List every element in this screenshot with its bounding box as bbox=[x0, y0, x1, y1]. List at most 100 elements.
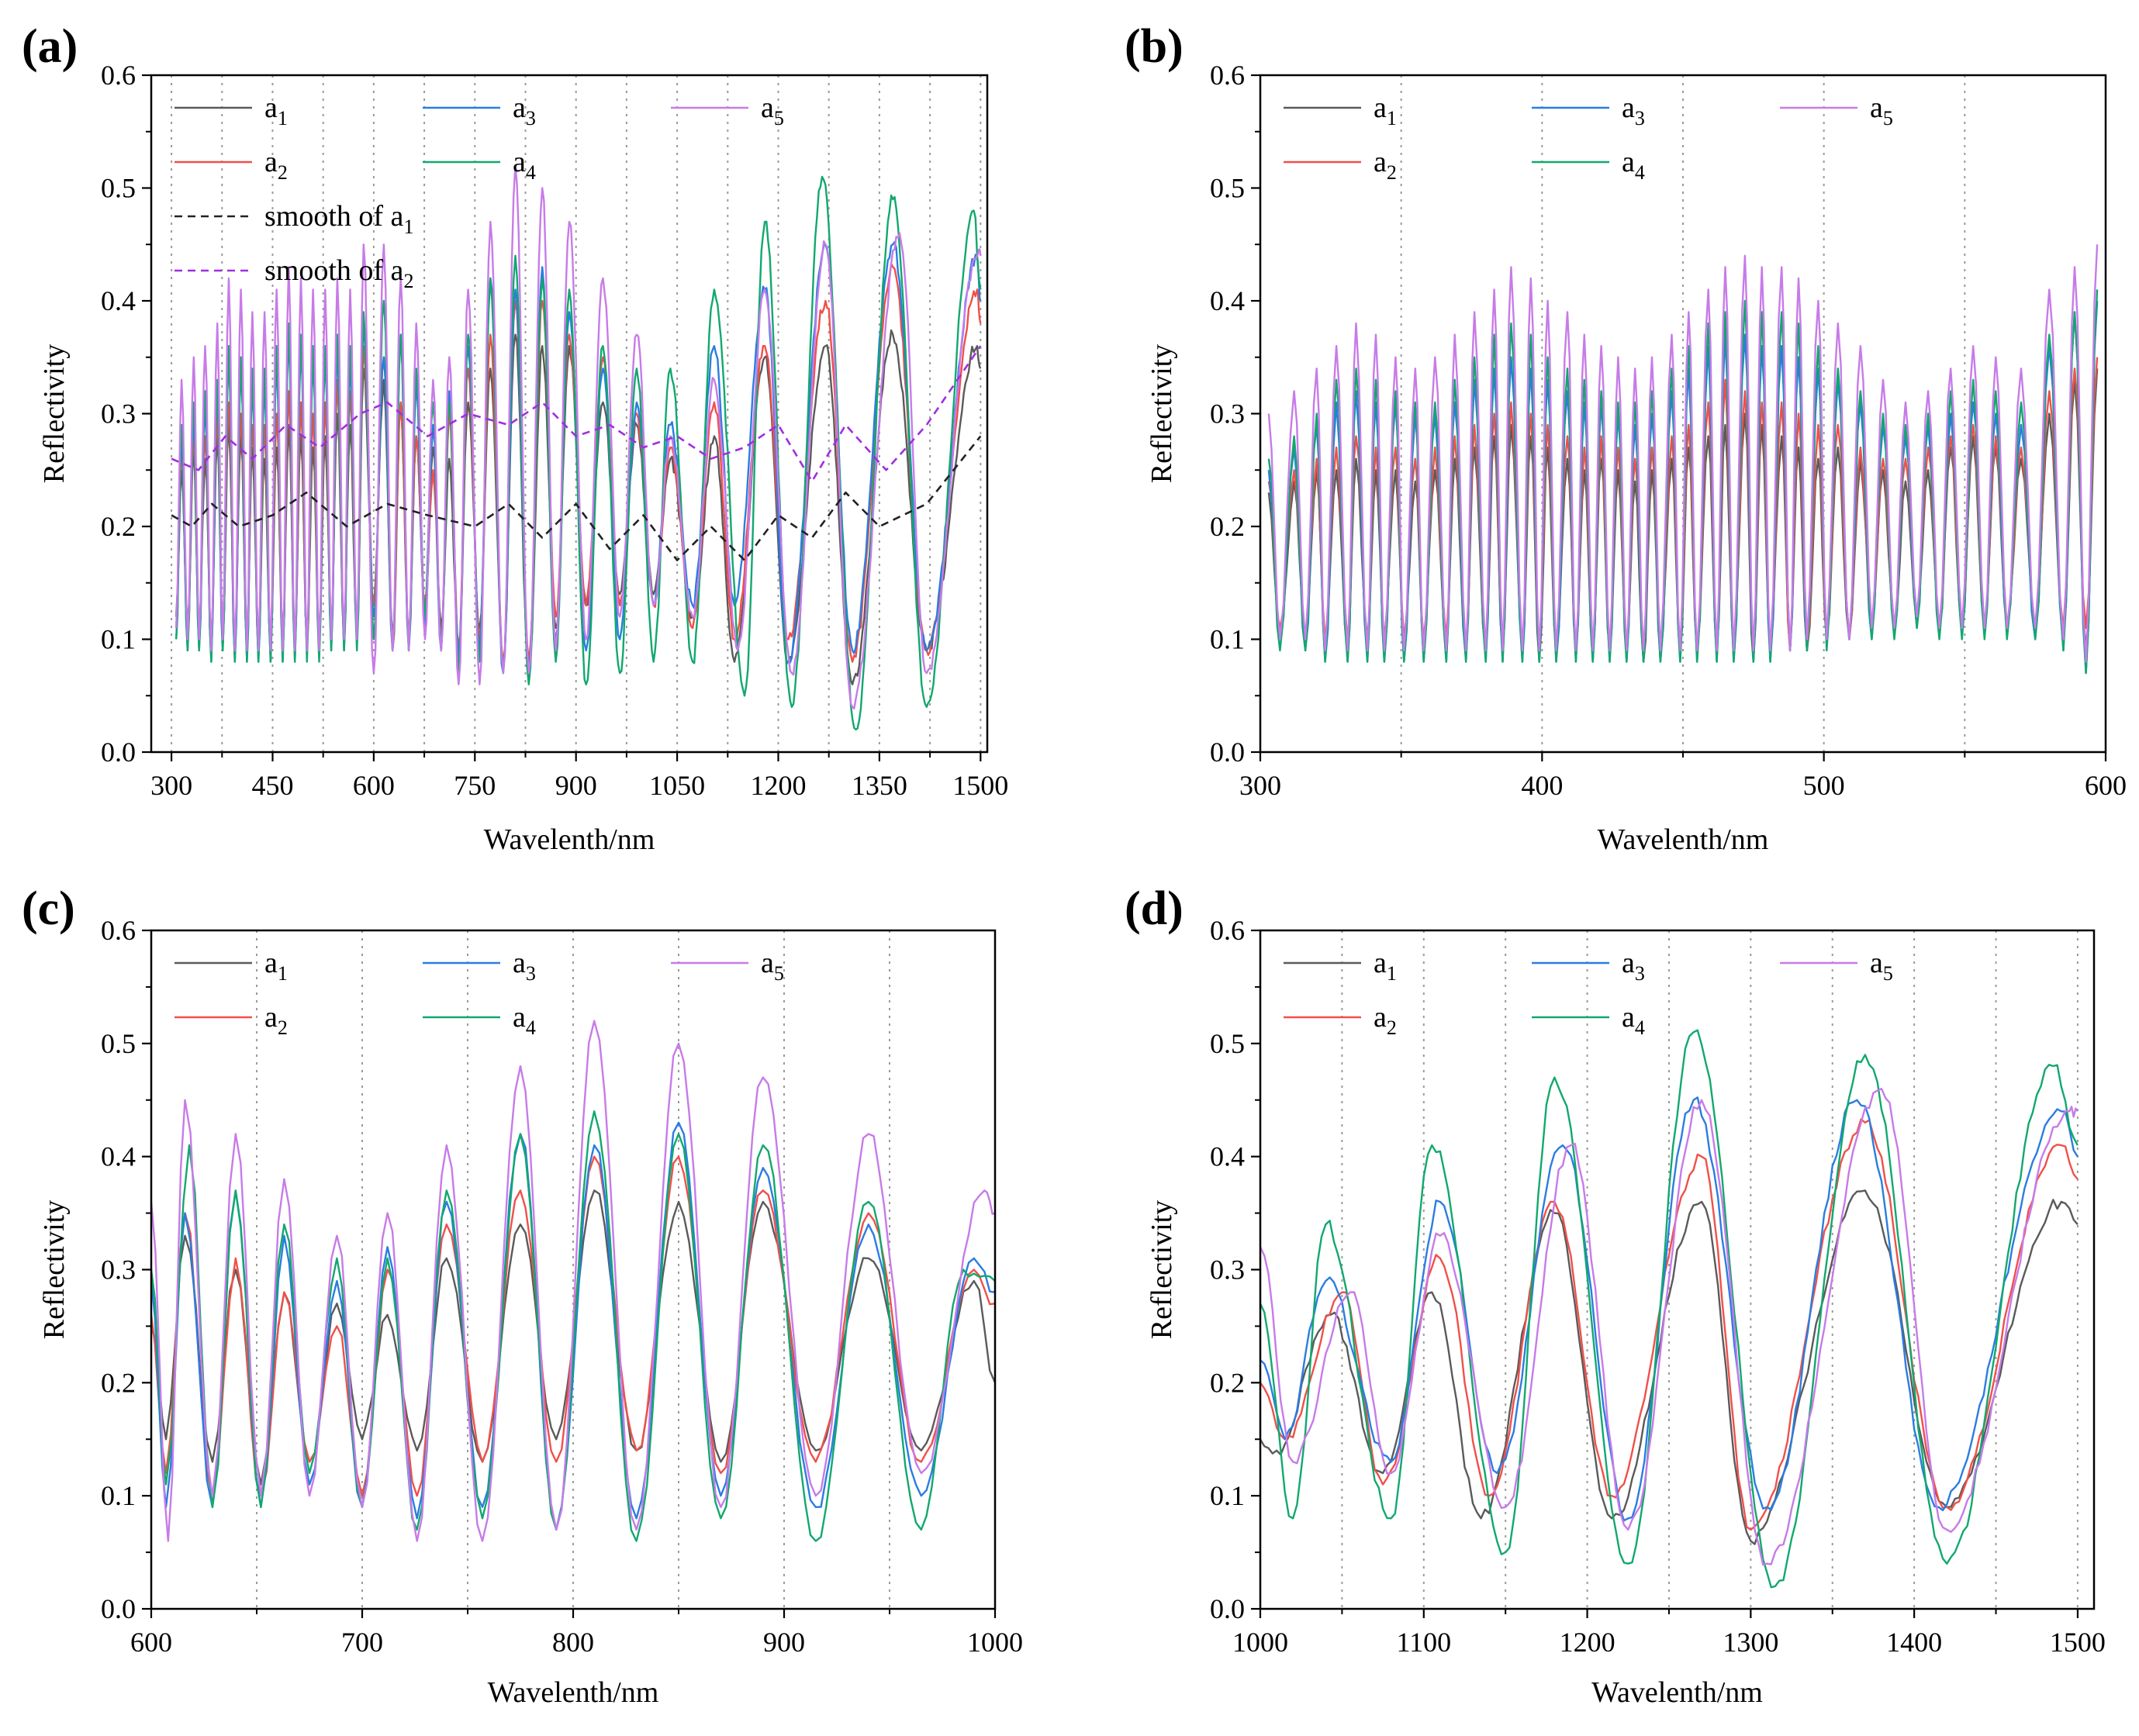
legend-label-a1: a1 bbox=[264, 947, 288, 985]
y-tick-label: 0.6 bbox=[1210, 915, 1245, 946]
y-tick-label: 0.1 bbox=[1210, 1480, 1245, 1511]
legend-subscript: 3 bbox=[526, 107, 536, 129]
legend: a1 a3 a5 a2 a4 bbox=[1284, 947, 1893, 1039]
panel-label: (a) bbox=[22, 20, 78, 73]
legend-subscript: 2 bbox=[1387, 1016, 1397, 1039]
legend: a1 a3 a5 a2 a4 smooth of a1 smooth of a2 bbox=[175, 91, 784, 292]
x-tick-label: 1500 bbox=[2050, 1627, 2106, 1658]
legend-subscript: 4 bbox=[1635, 1016, 1645, 1039]
series-line-a4 bbox=[151, 1110, 995, 1542]
series-line-a5 bbox=[151, 1020, 995, 1542]
legend-label-smooth_a1: smooth of a1 bbox=[264, 200, 413, 238]
y-axis-title: Reflectivity bbox=[1146, 1200, 1178, 1339]
legend-subscript: 4 bbox=[526, 161, 536, 184]
y-tick-label: 0.1 bbox=[1210, 624, 1245, 655]
series-group bbox=[1267, 244, 2099, 675]
legend-label-smooth_a2: smooth of a2 bbox=[264, 254, 413, 292]
series-line-a3 bbox=[1260, 1096, 2079, 1522]
legend: a1 a3 a5 a2 a4 bbox=[175, 947, 784, 1039]
x-tick-label: 1000 bbox=[967, 1627, 1023, 1658]
y-tick-label: 0.3 bbox=[101, 1255, 136, 1286]
x-tick-label: 1400 bbox=[1886, 1627, 1942, 1658]
chart-panel-b: 0.0 0.1 0.2 0.3 0.4 0.5 0.6 300 400 500 600 Wavelen… bbox=[1125, 20, 2127, 856]
x-tick-label: 1350 bbox=[852, 770, 907, 801]
legend-subscript: 2 bbox=[278, 1016, 288, 1039]
panel-label: (b) bbox=[1125, 20, 1184, 73]
x-tick-label: 300 bbox=[1239, 770, 1281, 801]
legend-label-a2: a2 bbox=[264, 146, 288, 184]
x-tick-label: 300 bbox=[150, 770, 192, 801]
legend-subscript: 1 bbox=[403, 216, 413, 238]
x-tick-label: 1100 bbox=[1396, 1627, 1451, 1658]
x-tick-label: 1300 bbox=[1723, 1627, 1778, 1658]
legend-subscript: 1 bbox=[1387, 962, 1397, 985]
legend: a1 a3 a5 a2 a4 bbox=[1284, 91, 1893, 184]
legend-subscript: 2 bbox=[1387, 161, 1397, 184]
legend-subscript: 2 bbox=[278, 161, 288, 184]
y-tick-label: 0.2 bbox=[1210, 511, 1245, 542]
x-tick-label: 800 bbox=[552, 1627, 594, 1658]
legend-subscript: 3 bbox=[1635, 107, 1645, 129]
legend-label-a1: a1 bbox=[264, 91, 288, 129]
x-tick-label: 1500 bbox=[952, 770, 1008, 801]
x-tick-label: 400 bbox=[1521, 770, 1563, 801]
legend-subscript: 5 bbox=[1883, 107, 1893, 129]
legend-label-a5: a5 bbox=[761, 91, 784, 129]
x-tick-label: 900 bbox=[763, 1627, 805, 1658]
series-line-a5 bbox=[175, 164, 982, 709]
legend-subscript: 2 bbox=[403, 270, 413, 292]
legend-subscript: 1 bbox=[1387, 107, 1397, 129]
y-tick-label: 0.0 bbox=[101, 737, 136, 768]
legend-label-a3: a3 bbox=[1622, 91, 1645, 129]
legend-label-a4: a4 bbox=[1622, 1001, 1645, 1039]
y-tick-label: 0.0 bbox=[1210, 737, 1245, 768]
y-tick-label: 0.3 bbox=[101, 399, 136, 430]
x-tick-label: 900 bbox=[555, 770, 597, 801]
y-axis-title: Reflectivity bbox=[38, 1200, 71, 1339]
series-line-smooth_a2 bbox=[171, 345, 982, 483]
x-tick-label: 600 bbox=[2085, 770, 2127, 801]
legend-subscript: 5 bbox=[774, 107, 784, 129]
legend-label-a2: a2 bbox=[264, 1001, 288, 1039]
panel-label: (c) bbox=[22, 882, 75, 935]
y-tick-label: 0.1 bbox=[101, 1480, 136, 1511]
y-tick-label: 0.1 bbox=[101, 624, 136, 655]
legend-subscript: 3 bbox=[1635, 962, 1645, 985]
series-line-a5 bbox=[1260, 1088, 2079, 1566]
x-axis-title: Wavelenth/nm bbox=[1591, 1676, 1763, 1709]
x-tick-label: 450 bbox=[251, 770, 293, 801]
y-tick-label: 0.6 bbox=[101, 60, 136, 91]
series-line-smooth_a1 bbox=[171, 435, 982, 561]
legend-label-a4: a4 bbox=[513, 1001, 536, 1039]
y-tick-label: 0.2 bbox=[101, 1367, 136, 1398]
legend-label-a4: a4 bbox=[1622, 146, 1645, 184]
legend-label-a3: a3 bbox=[513, 947, 536, 985]
y-tick-label: 0.3 bbox=[1210, 1255, 1245, 1286]
x-tick-label: 1200 bbox=[751, 770, 807, 801]
x-axis-title: Wavelenth/nm bbox=[1598, 823, 1769, 856]
y-tick-label: 0.2 bbox=[101, 511, 136, 542]
x-tick-label: 1050 bbox=[649, 770, 705, 801]
y-tick-label: 0.4 bbox=[1210, 285, 1245, 316]
y-tick-label: 0.0 bbox=[101, 1593, 136, 1624]
x-tick-label: 500 bbox=[1803, 770, 1845, 801]
y-tick-label: 0.4 bbox=[1210, 1141, 1245, 1172]
x-tick-label: 700 bbox=[341, 1627, 383, 1658]
y-tick-label: 0.6 bbox=[101, 915, 136, 946]
y-tick-label: 0.5 bbox=[1210, 1028, 1245, 1059]
y-tick-label: 0.0 bbox=[1210, 1593, 1245, 1624]
y-tick-label: 0.2 bbox=[1210, 1367, 1245, 1398]
panel-label: (d) bbox=[1125, 882, 1184, 935]
legend-label-a2: a2 bbox=[1374, 146, 1397, 184]
series-group bbox=[171, 164, 982, 731]
series-group bbox=[151, 1020, 995, 1542]
legend-subscript: 1 bbox=[278, 107, 288, 129]
chart-panel-c: 0.0 0.1 0.2 0.3 0.4 0.5 0.6 600 700 800 900 1000 Wav… bbox=[22, 882, 1023, 1709]
legend-label-a4: a4 bbox=[513, 146, 536, 184]
y-axis-title: Reflectivity bbox=[38, 344, 71, 483]
series-line-a1 bbox=[1260, 1189, 2079, 1545]
x-tick-label: 600 bbox=[353, 770, 395, 801]
legend-label-a1: a1 bbox=[1374, 947, 1397, 985]
legend-subscript: 4 bbox=[1635, 161, 1645, 184]
